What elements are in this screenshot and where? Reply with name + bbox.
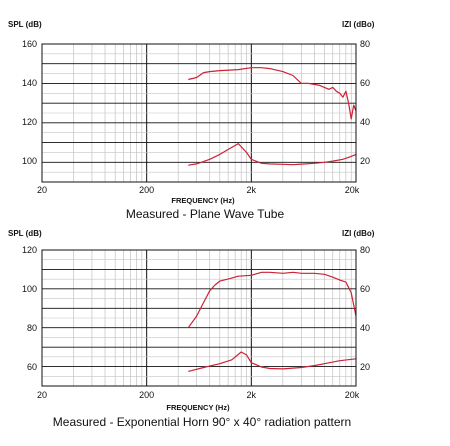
chart-2-x-tick: 200	[139, 390, 154, 400]
chart-1-y-tick: 100	[22, 156, 37, 166]
chart-1-x-tick: 2k	[247, 185, 257, 195]
chart-2-series	[187, 271, 357, 372]
chart-1-caption: Measured - Plane Wave Tube	[126, 207, 285, 221]
chart-2-x-tick: 20	[37, 390, 47, 400]
chart-1-y2-tick: 80	[360, 39, 370, 49]
chart-2-y-tick: 120	[22, 245, 37, 255]
chart-1-y2-tick: 20	[360, 156, 370, 166]
chart-1-y-axis-label: SPL (dB)	[8, 20, 42, 29]
spl-curve	[188, 67, 357, 120]
chart-2-y2-tick: 80	[360, 245, 370, 255]
chart-1-y-tick: 140	[22, 78, 37, 88]
chart-1-x-tick: 200	[139, 185, 154, 195]
chart-2-frame	[41, 249, 357, 387]
chart-1-y-tick: 160	[22, 39, 37, 49]
chart-2-x-tick: 20k	[345, 390, 360, 400]
chart-1-y-tick: 120	[22, 117, 37, 127]
chart-1-x-axis-label: FREQUENCY (Hz)	[171, 196, 235, 205]
chart-2-y2-tick: 20	[360, 362, 370, 372]
chart-1-y2-axis-label: IZI (dBo)	[342, 20, 375, 29]
chart-1-y2-tick: 60	[360, 78, 370, 88]
chart-2-x-axis-label: FREQUENCY (Hz)	[166, 403, 230, 412]
chart-2-y2-axis-label: IZI (dBo)	[342, 229, 375, 238]
spl-curve	[187, 271, 357, 329]
chart-1-grid	[42, 44, 356, 182]
chart-1-y2-tick: 40	[360, 117, 370, 127]
chart-2-x-tick: 2k	[247, 390, 257, 400]
chart-2-y-axis-label: SPL (dB)	[8, 229, 42, 238]
chart-1-series	[188, 67, 357, 166]
chart-2-y2-tick: 40	[360, 323, 370, 333]
chart-plane-wave-tube: SPL (dB) IZI (dBo) 160 140 120 100 80 60…	[8, 20, 375, 221]
impedance-curve	[188, 143, 357, 166]
chart-1-x-tick: 20k	[345, 185, 360, 195]
chart-2-y-tick: 80	[27, 323, 37, 333]
chart-2-y-tick: 60	[27, 362, 37, 372]
chart-1-frame	[41, 43, 357, 183]
chart-2-grid	[42, 250, 356, 386]
chart-2-caption: Measured - Exponential Horn 90° x 40° ra…	[53, 415, 351, 429]
impedance-curve	[188, 351, 357, 372]
chart-1-x-tick: 20	[37, 185, 47, 195]
chart-exponential-horn: SPL (dB) IZI (dBo) 120 100 80 60 80 60 4…	[8, 229, 375, 429]
chart-2-y-tick: 100	[22, 284, 37, 294]
chart-2-y2-tick: 60	[360, 284, 370, 294]
